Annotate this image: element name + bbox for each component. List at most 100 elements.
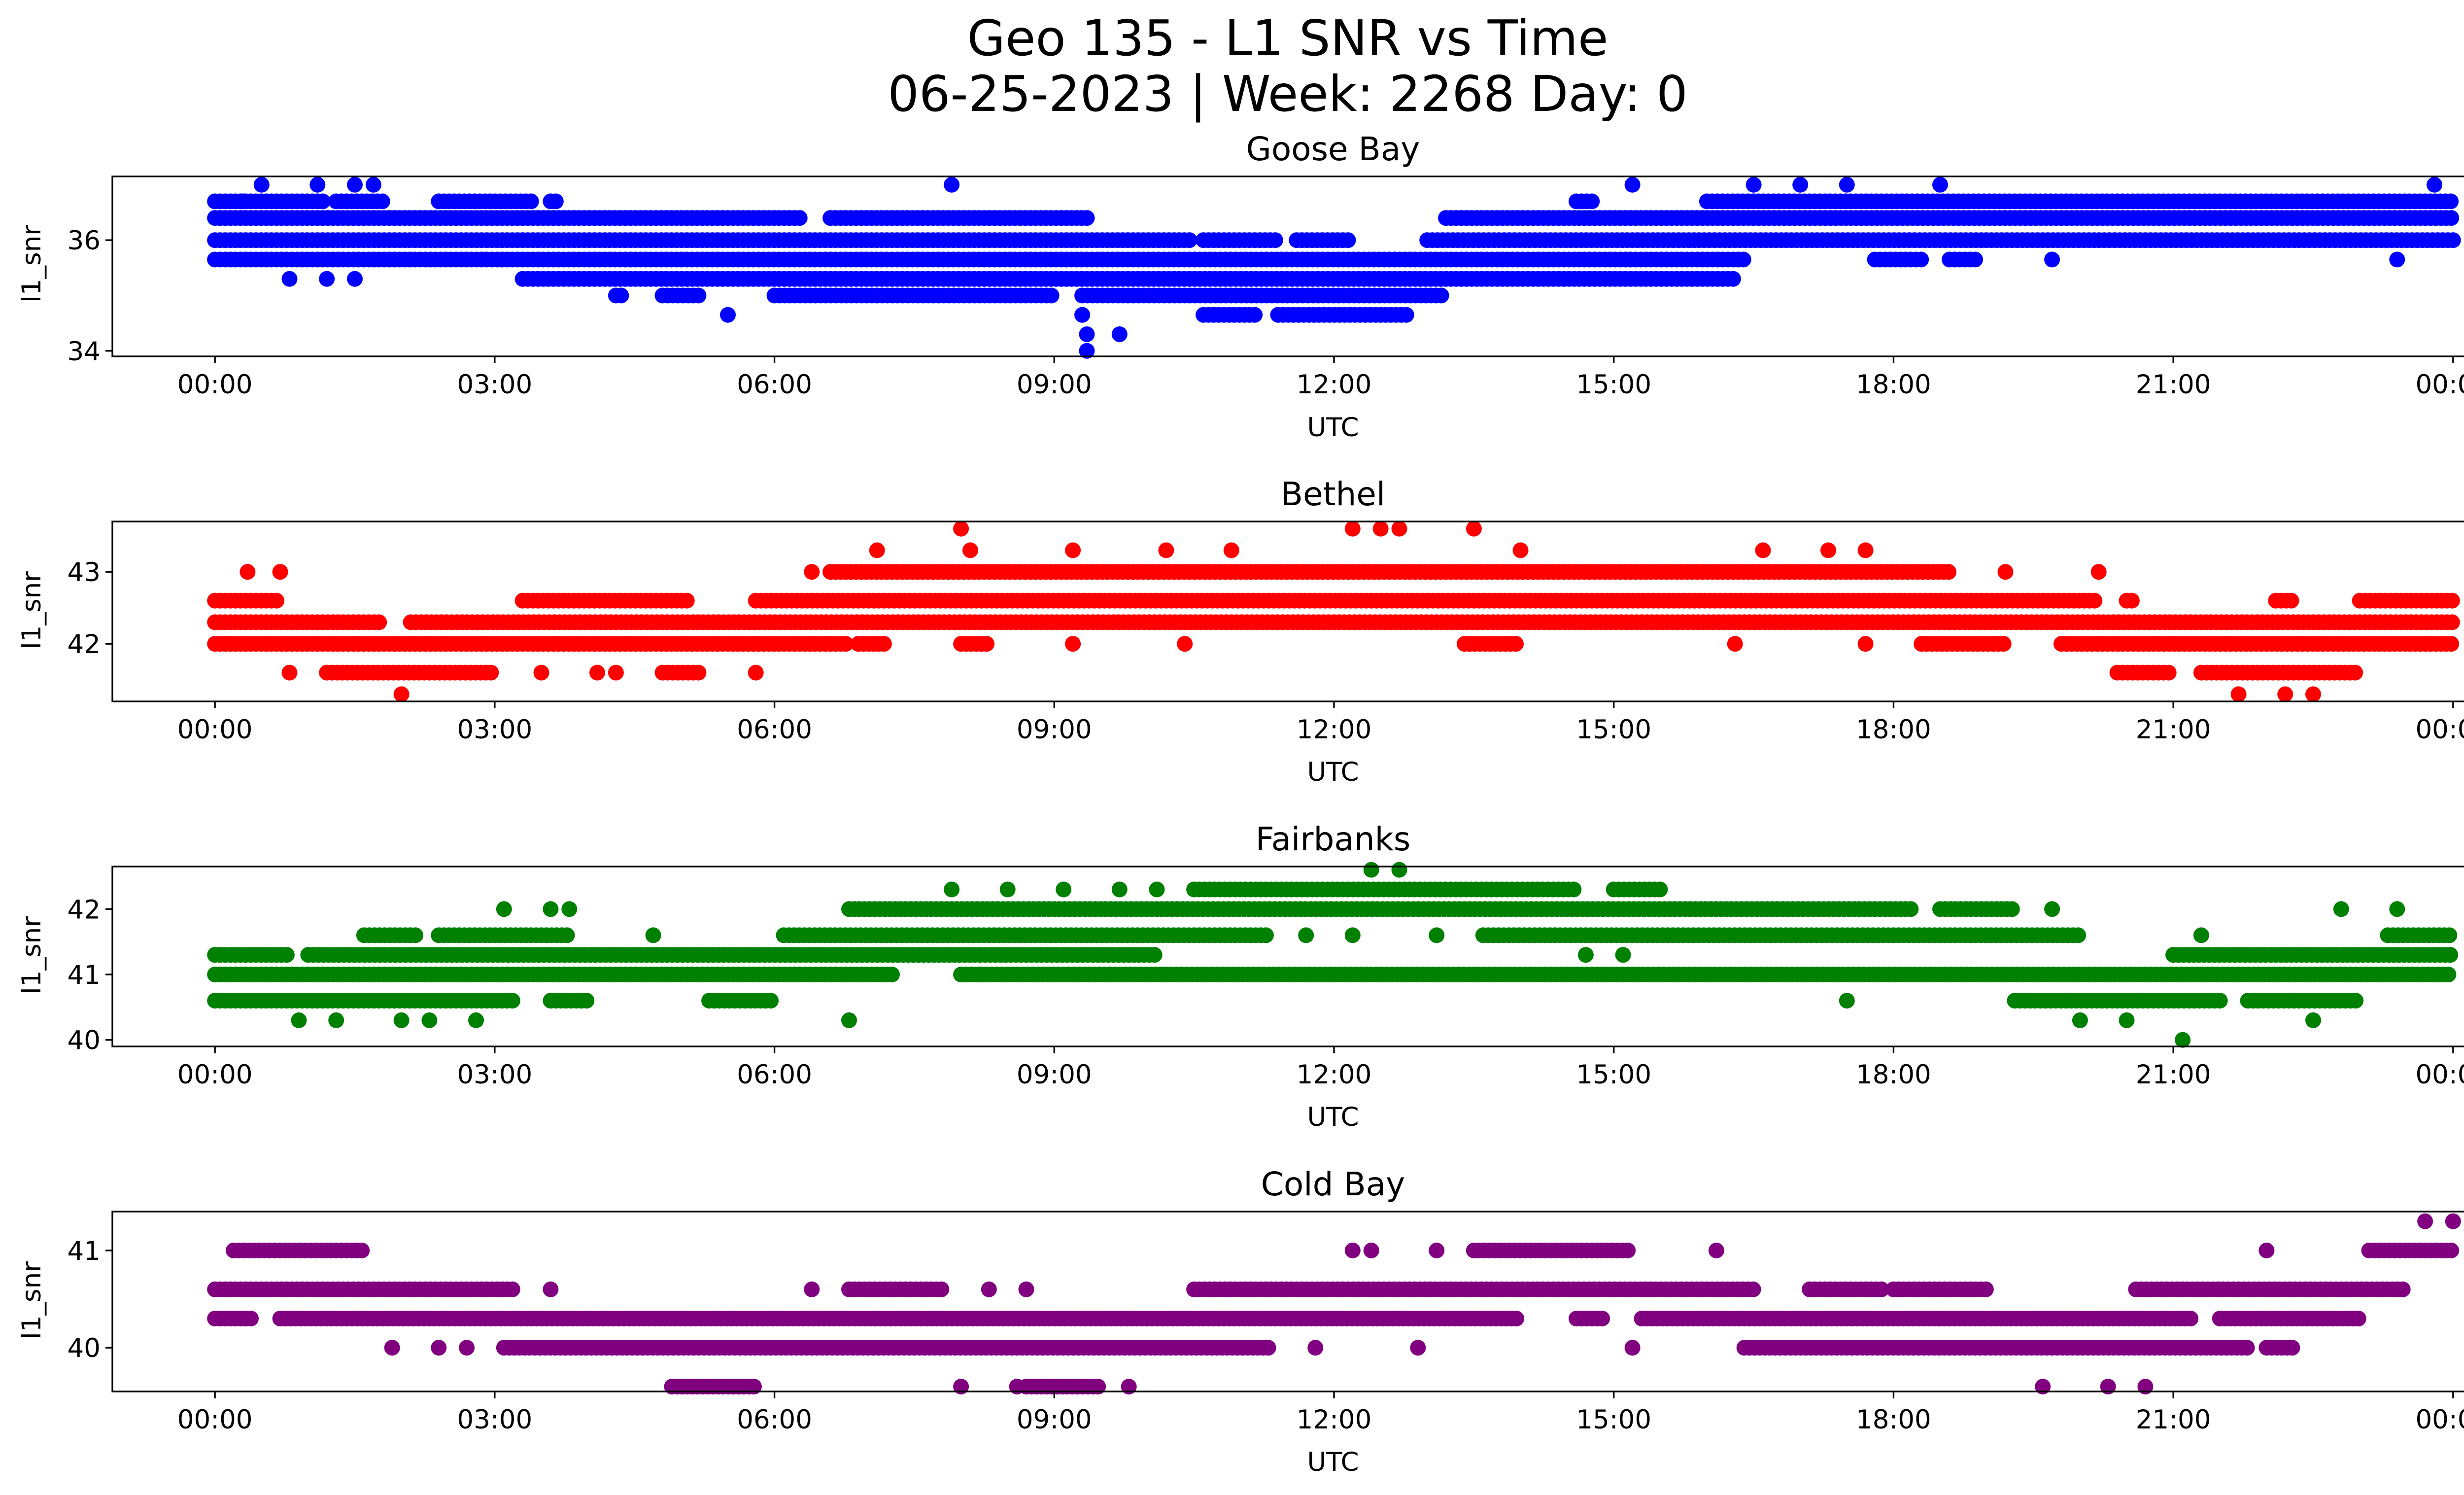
x-axis-ticks: 00:00 03:00 06:00 09:00 12:00 15:00 18:00 21:00…: [177, 356, 2464, 400]
scatter-point: [1755, 542, 1771, 558]
x-tick-label: 21:00: [2136, 370, 2211, 400]
x-tick-label: 00:00: [2415, 715, 2464, 745]
scatter-point: [1429, 927, 1445, 943]
subplot-title: Fairbanks: [1256, 820, 1411, 858]
x-tick-label: 21:00: [2136, 1060, 2211, 1090]
scatter-point: [962, 542, 978, 558]
scatter-point: [1792, 176, 1809, 193]
scatter-point: [933, 1281, 950, 1297]
scatter-point: [371, 614, 387, 630]
scatter-point: [496, 901, 512, 917]
scatter-point: [2445, 232, 2461, 248]
scatter-point: [1727, 636, 1743, 652]
scatter-point: [1967, 251, 1983, 268]
scatter-point: [1941, 564, 1957, 580]
scatter-point: [309, 176, 326, 193]
scatter-point: [1258, 927, 1274, 943]
scatter-point: [1043, 287, 1060, 304]
x-tick-label: 00:00: [177, 715, 253, 745]
scatter-point: [763, 993, 779, 1009]
scatter-point: [2395, 1281, 2411, 1297]
scatter-point: [1111, 326, 1128, 343]
scatter-point: [1146, 947, 1163, 963]
scatter-point: [2004, 901, 2020, 917]
scatter-point: [504, 1281, 520, 1297]
scatter-point: [1512, 542, 1529, 558]
x-tick-label: 03:00: [457, 715, 532, 745]
scatter-point: [589, 664, 605, 681]
scatter-point: [1839, 176, 1855, 193]
scatter-point: [374, 193, 390, 209]
scatter-point: [2193, 927, 2209, 943]
scatter-point: [2123, 592, 2140, 609]
scatter-point: [1065, 542, 1081, 558]
scatter-point: [468, 1012, 484, 1028]
scatter-point: [953, 521, 969, 537]
scatter-point: [1079, 343, 1095, 359]
x-tick-label: 00:00: [2415, 370, 2464, 400]
scatter-point: [1857, 636, 1874, 652]
scatter-point: [543, 901, 559, 917]
x-tick-label: 18:00: [1856, 715, 1931, 745]
scatter-point: [1158, 542, 1174, 558]
subplot-title: Cold Bay: [1261, 1165, 1405, 1203]
scatter-point: [2305, 686, 2321, 702]
scatter-point: [1735, 251, 1751, 268]
scatter-point: [1181, 232, 1198, 248]
scatter-point: [690, 287, 707, 304]
y-axis-label: l1_snr: [17, 916, 47, 994]
scatter-point: [1344, 927, 1361, 943]
scatter-point: [1223, 542, 1239, 558]
scatter-point: [1620, 1242, 1636, 1258]
scatter-point: [1913, 251, 1929, 268]
scatter-point: [608, 664, 624, 681]
x-tick-label: 12:00: [1297, 370, 1372, 400]
scatter-point: [1932, 176, 1948, 193]
y-tick-label: 42: [68, 629, 101, 660]
scatter-point: [1074, 307, 1091, 323]
scatter-point: [354, 1242, 370, 1258]
scatter-point: [365, 176, 381, 193]
scatter-point: [2090, 564, 2107, 580]
scatter-point: [561, 901, 578, 917]
x-tick-label: 06:00: [737, 1060, 812, 1090]
x-tick-label: 03:00: [457, 370, 532, 400]
scatter-point: [944, 881, 960, 898]
scatter-point: [281, 271, 298, 287]
scatter-point: [2283, 592, 2299, 609]
scatter-point: [2333, 901, 2349, 917]
scatter-point: [804, 564, 820, 580]
x-tick-label: 12:00: [1297, 1060, 1372, 1090]
y-tick-label: 34: [68, 337, 101, 367]
scatter-point: [2443, 636, 2460, 652]
scatter-point: [1398, 307, 1414, 323]
y-tick-label: 40: [68, 1026, 101, 1056]
scatter-point: [613, 287, 629, 304]
scatter-point: [1978, 1281, 1994, 1297]
scatter-point: [1997, 564, 2014, 580]
scatter-point: [1577, 947, 1594, 963]
scatter-point: [2443, 1242, 2460, 1258]
scatter-point: [1433, 287, 1449, 304]
scatter-point: [944, 176, 960, 193]
scatter-point: [1725, 271, 1741, 287]
scatter-point: [523, 193, 539, 209]
x-tick-label: 15:00: [1576, 715, 1651, 745]
scatter-point: [1466, 521, 1482, 537]
x-tick-label: 18:00: [1856, 1060, 1931, 1090]
x-tick-label: 09:00: [1017, 370, 1092, 400]
scatter-point: [1344, 521, 1361, 537]
scatter-point: [690, 664, 707, 681]
scatter-point: [1149, 881, 1165, 898]
x-tick-label: 00:00: [177, 370, 253, 400]
scatter-point: [2427, 176, 2442, 193]
y-tick-label: 41: [68, 960, 101, 990]
scatter-point: [1079, 210, 1095, 226]
scatter-point: [548, 193, 564, 209]
scatter-point: [533, 664, 549, 681]
scatter-point: [1340, 232, 1356, 248]
scatter-point: [1391, 862, 1407, 878]
x-tick-label: 06:00: [737, 370, 812, 400]
scatter-point: [1267, 232, 1283, 248]
